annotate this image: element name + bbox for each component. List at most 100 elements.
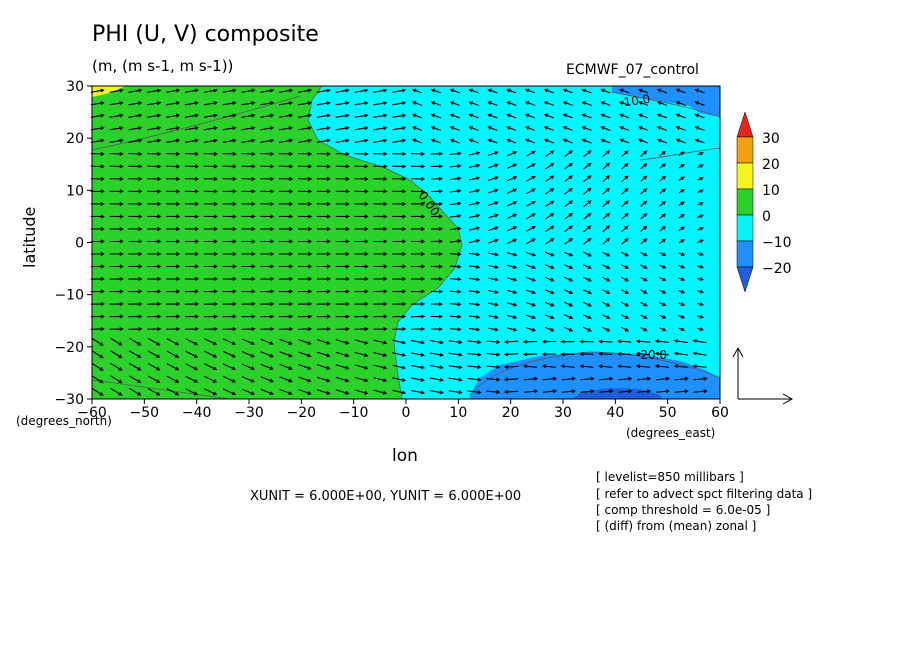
contour-label: -20.0 [636,348,667,362]
wind-vector [316,88,331,93]
wind-vector [543,113,554,119]
wind-vector [412,126,423,131]
wind-vector [279,363,293,370]
wind-vector [449,126,460,131]
wind-vector [335,226,350,231]
wind-vector [166,214,181,219]
wind-vector [354,389,369,395]
wind-vector [526,238,536,245]
wind-vector [468,151,481,156]
wind-vector [468,138,479,144]
wind-vector [412,113,423,119]
wind-vector [392,302,407,306]
wind-vector [222,251,237,256]
wind-vector [693,389,708,394]
wind-vector [109,176,124,181]
wind-vector [260,251,275,256]
wind-vector [525,302,537,307]
wind-vector [241,201,256,206]
wind-vector [241,189,256,194]
wind-vector [506,150,518,157]
wind-vector [260,226,275,231]
wind-vector [260,214,275,219]
wind-vector [279,376,293,383]
wind-vector [241,239,256,244]
wind-vector [543,126,554,131]
wind-vector [222,189,237,194]
wind-vector [506,252,518,257]
wind-vector [410,364,426,370]
wind-vector [260,101,275,106]
wind-vector [621,212,629,220]
wind-vector [525,251,537,257]
wind-vector [298,126,313,131]
wind-vector [429,377,444,382]
wind-vector [506,264,518,270]
wind-vector [430,126,441,131]
wind-vector [487,188,499,194]
wind-vector [635,364,651,369]
wind-vector [449,163,462,169]
wind-vector [297,226,313,231]
wind-vector [222,214,237,219]
wind-vector [128,201,143,206]
y-tick-label: 30 [66,79,84,95]
wind-vector [128,276,143,281]
wind-vector [147,126,162,131]
wind-vector [297,302,313,306]
wind-vector [659,163,666,169]
wind-vector [109,201,124,206]
wind-vector [373,352,388,358]
wind-vector [410,189,426,194]
wind-vector [486,352,501,357]
wind-vector [147,289,162,294]
wind-vector [600,126,611,131]
wind-vector [241,363,255,371]
wind-vector [335,126,350,131]
wind-vector [298,88,313,93]
wind-vector [697,277,704,282]
wind-vector [91,375,104,384]
wind-vector [298,376,312,383]
wind-vector [506,238,518,245]
wind-vector [392,289,407,294]
wind-vector [147,201,162,206]
wind-vector [562,138,573,144]
wind-vector [448,390,463,395]
wind-vector [580,389,595,394]
wind-vector [583,276,592,282]
wind-vector [354,376,369,383]
wind-vector [468,101,479,106]
wind-vector [147,302,162,306]
wind-vector [297,176,313,181]
wind-vector [298,388,312,395]
wind-vector [166,201,181,206]
wind-vector [90,251,105,256]
wind-vector [354,239,369,244]
wind-vector [583,187,592,195]
wind-vector [697,302,704,307]
wind-vector [373,276,388,281]
wind-vector [279,289,294,294]
wind-vector [260,239,275,244]
reference-vector [732,346,794,405]
wind-vector [392,201,407,206]
wind-vector [373,289,388,294]
wind-vector [602,251,611,257]
contour-line [469,351,721,396]
wind-vector [222,314,237,319]
colorbar-label: 20 [762,157,780,173]
wind-vector [354,364,369,370]
wind-vector [260,201,275,206]
wind-vector [260,338,274,345]
wind-vector [260,314,275,319]
wind-vector [655,376,671,381]
wind-vector [392,276,407,281]
wind-vector [354,314,369,319]
wind-vector [166,338,180,346]
wind-vector [90,226,105,231]
wind-vector [678,302,686,307]
wind-vector [373,377,388,383]
wind-vector [184,226,200,231]
wind-vector [316,364,331,370]
